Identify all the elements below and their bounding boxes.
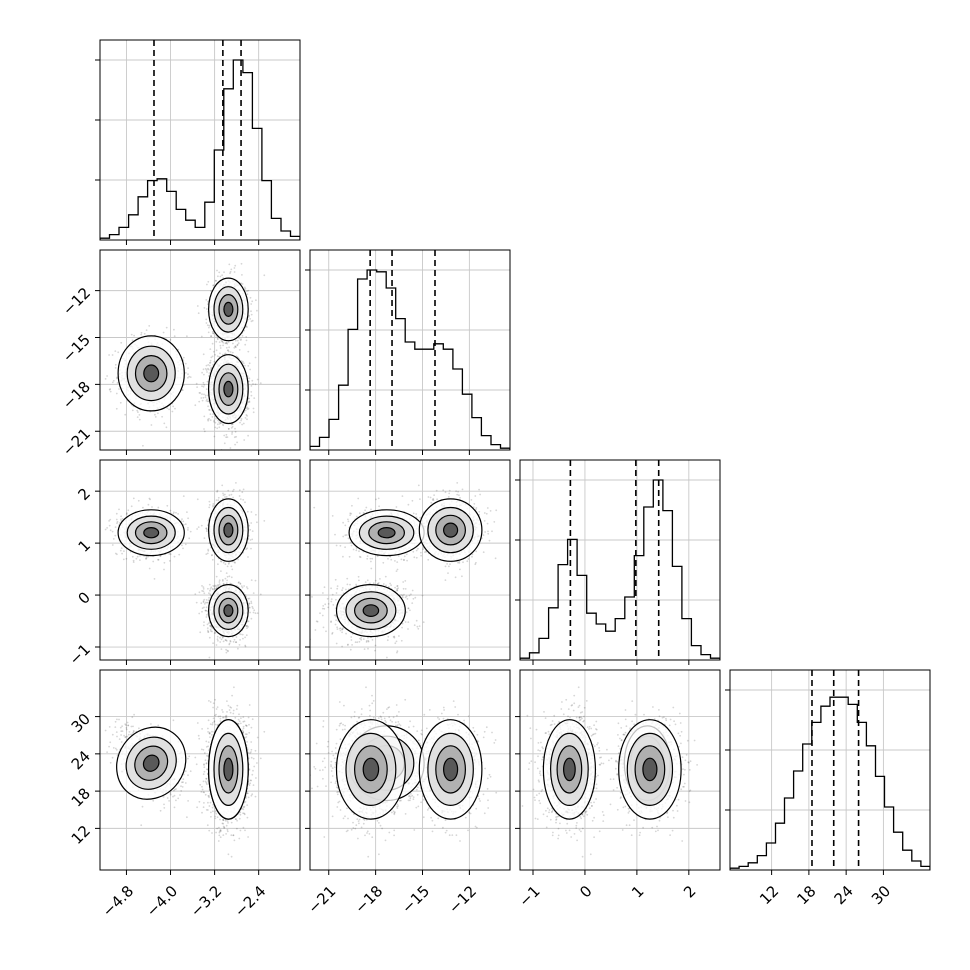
contour-level-3 (443, 757, 459, 782)
contour-level-3 (223, 380, 234, 398)
panel-frame (99, 249, 301, 451)
histogram-0 (100, 59, 300, 240)
contour-cluster-2 (335, 719, 406, 820)
y-tick-label-3-2: 24 (68, 747, 94, 773)
contour-cluster-1 (418, 498, 483, 562)
panel-frame (309, 249, 511, 451)
x-tick-label-1-1: −15 (398, 882, 433, 917)
contour-cluster-2 (207, 719, 249, 820)
contour-level-3 (143, 527, 160, 539)
contour-cluster-1 (207, 277, 249, 342)
contour-level-3 (223, 757, 234, 782)
contour-level-3 (362, 757, 380, 782)
panel-frame (309, 669, 511, 871)
contour-cluster-2 (542, 719, 597, 820)
contour-level-3 (443, 522, 459, 538)
y-tick-label-1-0: −12 (59, 284, 94, 319)
contour-cluster-0 (348, 509, 425, 557)
histogram-3 (730, 696, 930, 870)
contour-cluster-1 (207, 498, 249, 562)
contour-level-3 (642, 757, 658, 782)
panel-1-1 (305, 249, 511, 455)
x-tick-label-0-3: −2.4 (231, 882, 269, 920)
panel-frame (309, 459, 511, 661)
panel-0-0 (95, 39, 301, 245)
contour-level-3 (223, 604, 234, 617)
y-tick-label-3-1: 18 (68, 784, 94, 810)
contour-cluster-1 (618, 719, 682, 820)
y-tick-label-1-1: −15 (59, 331, 94, 366)
x-tick-label-2-1: 0 (576, 882, 595, 901)
y-tick-label-3-0: 12 (68, 822, 94, 848)
contour-cluster-2 (207, 583, 249, 638)
x-tick-label-0-2: −3.2 (187, 882, 225, 920)
y-tick-label-2-2: 1 (75, 536, 94, 555)
y-tick-label-2-0: −1 (66, 640, 94, 668)
y-tick-label-3-3: 30 (68, 710, 94, 736)
panel-frame (99, 39, 301, 241)
contour-level-3 (563, 757, 576, 782)
y-tick-label-2-1: 0 (75, 588, 94, 607)
contour-cluster-2 (207, 354, 249, 425)
x-tick-label-1-2: −18 (351, 882, 386, 917)
panel-frame (519, 669, 721, 871)
x-tick-label-0-0: −4.8 (99, 882, 137, 920)
panel-frame (99, 459, 301, 661)
x-tick-label-2-0: −1 (515, 882, 543, 910)
contour-cluster-1 (418, 719, 483, 820)
y-tick-label-1-2: −18 (59, 378, 94, 413)
y-tick-label-2-3: 2 (75, 484, 94, 503)
contour-cluster-0 (117, 509, 185, 557)
x-tick-label-3-0: 12 (756, 882, 782, 908)
panel-2-2 (515, 459, 721, 665)
x-tick-label-0-1: −4.0 (143, 882, 181, 920)
panel-2-0 (95, 459, 301, 665)
contour-level-3 (377, 527, 396, 539)
panel-frame (729, 669, 931, 871)
x-tick-label-3-1: 18 (793, 882, 819, 908)
panel-3-1 (305, 669, 511, 875)
contour-cluster-2 (335, 583, 406, 638)
panel-frame (99, 669, 301, 871)
x-tick-label-2-2: 1 (628, 882, 647, 901)
x-tick-label-3-3: 30 (868, 882, 894, 908)
y-tick-label-1-3: −21 (59, 425, 94, 460)
contour-level-3 (362, 604, 380, 617)
contour-cluster-0 (117, 335, 185, 412)
x-tick-label-1-0: −12 (445, 882, 480, 917)
panel-2-1 (305, 459, 511, 665)
panel-3-0 (95, 669, 301, 875)
contour-level-3 (223, 301, 234, 317)
x-tick-label-3-2: 24 (831, 882, 857, 908)
panel-3-2 (515, 669, 721, 875)
contour-level-3 (223, 522, 234, 538)
panel-frame (519, 459, 721, 661)
panel-1-0 (95, 249, 301, 455)
contour-cluster-0 (116, 726, 187, 800)
contour-level-3 (142, 754, 160, 772)
histogram-2 (520, 479, 720, 660)
x-tick-label-2-3: 2 (680, 882, 699, 901)
contour-level-3 (143, 364, 160, 383)
panel-3-3 (725, 669, 931, 875)
x-tick-label-1-3: −21 (304, 882, 339, 917)
histogram-1 (310, 269, 510, 450)
